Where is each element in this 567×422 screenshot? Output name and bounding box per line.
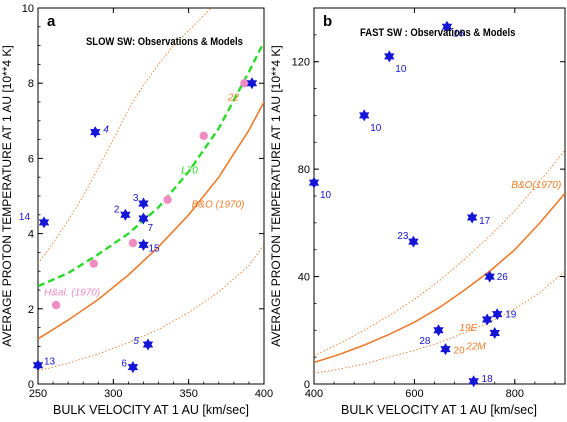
observation-star — [440, 343, 451, 356]
l70-model-curve — [38, 41, 264, 288]
observation-star — [246, 77, 258, 90]
panel-a-xlabel: BULK VELOCITY AT 1 AU [km/sec] — [53, 403, 249, 417]
observation-star — [492, 308, 503, 321]
bo-model-curve — [38, 101, 264, 340]
y-tick-label: 8 — [28, 78, 34, 90]
observation-star — [120, 208, 131, 221]
observation-label: 26 — [497, 272, 509, 283]
observation-star — [142, 338, 154, 351]
observation-star — [32, 359, 44, 372]
y-tick-label: 4 — [28, 229, 34, 241]
observation-star — [489, 326, 500, 339]
y-tick-label: 40 — [298, 272, 310, 284]
observation-label: 15 — [148, 243, 160, 254]
x-tick-label: 350 — [179, 388, 197, 400]
model-envelope-curve — [38, 244, 264, 372]
model-point — [89, 259, 98, 268]
observation-label: 10 — [320, 190, 332, 201]
observation-label: 28 — [419, 336, 431, 347]
x-tick-label: 600 — [405, 388, 423, 400]
panel-b-points: 16 10 10 10 17 23 26 19 19E 22M 28 20 18 B&O(1970) — [308, 20, 561, 388]
y-tick-label: 0 — [28, 379, 34, 391]
observation-star — [138, 212, 149, 225]
observation-label: 19 — [505, 310, 517, 321]
observation-star — [484, 270, 495, 283]
panel-b-frame — [313, 7, 566, 385]
panel-a-frame — [37, 7, 265, 385]
panel-b-ticks: 400 600 800 0 40 80 120 — [292, 7, 565, 400]
y-tick-label: 6 — [28, 153, 34, 165]
observation-star — [408, 235, 419, 248]
observation-label: 13 — [44, 357, 56, 368]
x-tick-label: 800 — [506, 388, 524, 400]
observation-label: 5 — [133, 336, 139, 347]
observation-label: 3 — [133, 193, 139, 204]
observation-label: 18 — [482, 374, 494, 385]
model-point — [51, 300, 61, 310]
panel-b-xlabel: BULK VELOCITY AT 1 AU [km/sec] — [341, 403, 537, 417]
observation-label: 22M — [465, 341, 486, 352]
observation-label: 10 — [395, 64, 407, 75]
curve-annotation: B&O (1970) — [192, 199, 245, 210]
observation-label: 17 — [479, 216, 491, 227]
observation-star — [384, 50, 395, 63]
observation-label: 7 — [147, 223, 153, 234]
x-tick-label: 250 — [29, 388, 47, 400]
model-point — [163, 195, 172, 204]
panel-b-title: FAST SW : Observations & Models — [360, 27, 516, 39]
observation-star — [441, 20, 453, 33]
model-envelope-curve — [314, 150, 565, 357]
bo-model-curve — [314, 192, 565, 364]
panel-a-label: a — [47, 13, 56, 30]
x-tick-label: 300 — [104, 388, 122, 400]
panel-a-ticks: 250 300 350 400 0 2 4 6 8 10 — [22, 3, 273, 400]
panel-a-ylabel: AVERAGE PROTON TEMPERATURE AT 1 AU [10**… — [0, 45, 14, 346]
observation-label: 10 — [370, 123, 382, 134]
model-envelope-curve — [38, 8, 212, 264]
observation-star — [138, 197, 149, 210]
x-tick-label: 400 — [255, 388, 273, 400]
observation-label: 14 — [19, 212, 31, 223]
panel-b-curves — [314, 150, 565, 374]
y-tick-label: 120 — [292, 57, 310, 69]
observation-star — [127, 361, 139, 374]
observation-star — [468, 375, 479, 388]
y-tick-label: 2 — [28, 304, 34, 316]
observation-star — [466, 211, 478, 224]
y-tick-label: 10 — [22, 3, 34, 15]
y-tick-label: 80 — [298, 164, 310, 176]
observation-label: 6 — [121, 359, 127, 370]
panel-a-chart: 250 300 350 400 0 2 4 6 8 10 4 14 2 3 7 15 13 6 5 22 B&O (1… — [0, 3, 273, 417]
observation-label: 20 — [454, 346, 466, 357]
model-point — [240, 79, 249, 88]
observation-label: 22 — [227, 93, 240, 104]
curve-annotation: H&al. (1970) — [44, 288, 100, 299]
panel-a-title: SLOW SW: Observations & Models — [86, 36, 243, 48]
observation-star — [359, 109, 370, 122]
observation-label: 16 — [453, 28, 465, 39]
model-point — [128, 238, 138, 248]
curve-annotation: B&O(1970) — [511, 180, 561, 191]
observation-label: 23 — [397, 231, 409, 242]
observation-label: 19E — [459, 323, 477, 334]
observation-star — [481, 313, 493, 326]
panel-b-ylabel: AVERAGE PROTON TEMPERATURE AT 1 AU [10**… — [269, 45, 283, 346]
panel-a-points: 4 14 2 3 7 15 13 6 5 22 B&O (1970) L70 H&al. (1970) — [19, 77, 258, 374]
observation-label: 2 — [114, 204, 120, 215]
model-point — [199, 131, 208, 141]
observation-star — [138, 238, 149, 251]
curve-annotation: L70 — [181, 165, 198, 176]
model-envelope-curve — [314, 270, 565, 374]
panel-b-chart: 400 600 800 0 40 80 120 16 10 10 10 17 23 26 19 19E 22M… — [269, 7, 566, 417]
y-tick-label: 0 — [304, 379, 310, 391]
panel-b-label: b — [323, 13, 332, 30]
observation-star — [90, 126, 101, 139]
observation-star — [433, 324, 444, 337]
observation-star — [308, 176, 320, 189]
x-tick-label: 400 — [305, 388, 323, 400]
observation-star — [38, 216, 50, 229]
observation-label: 4 — [103, 125, 109, 136]
panel-a-curves — [38, 8, 264, 372]
